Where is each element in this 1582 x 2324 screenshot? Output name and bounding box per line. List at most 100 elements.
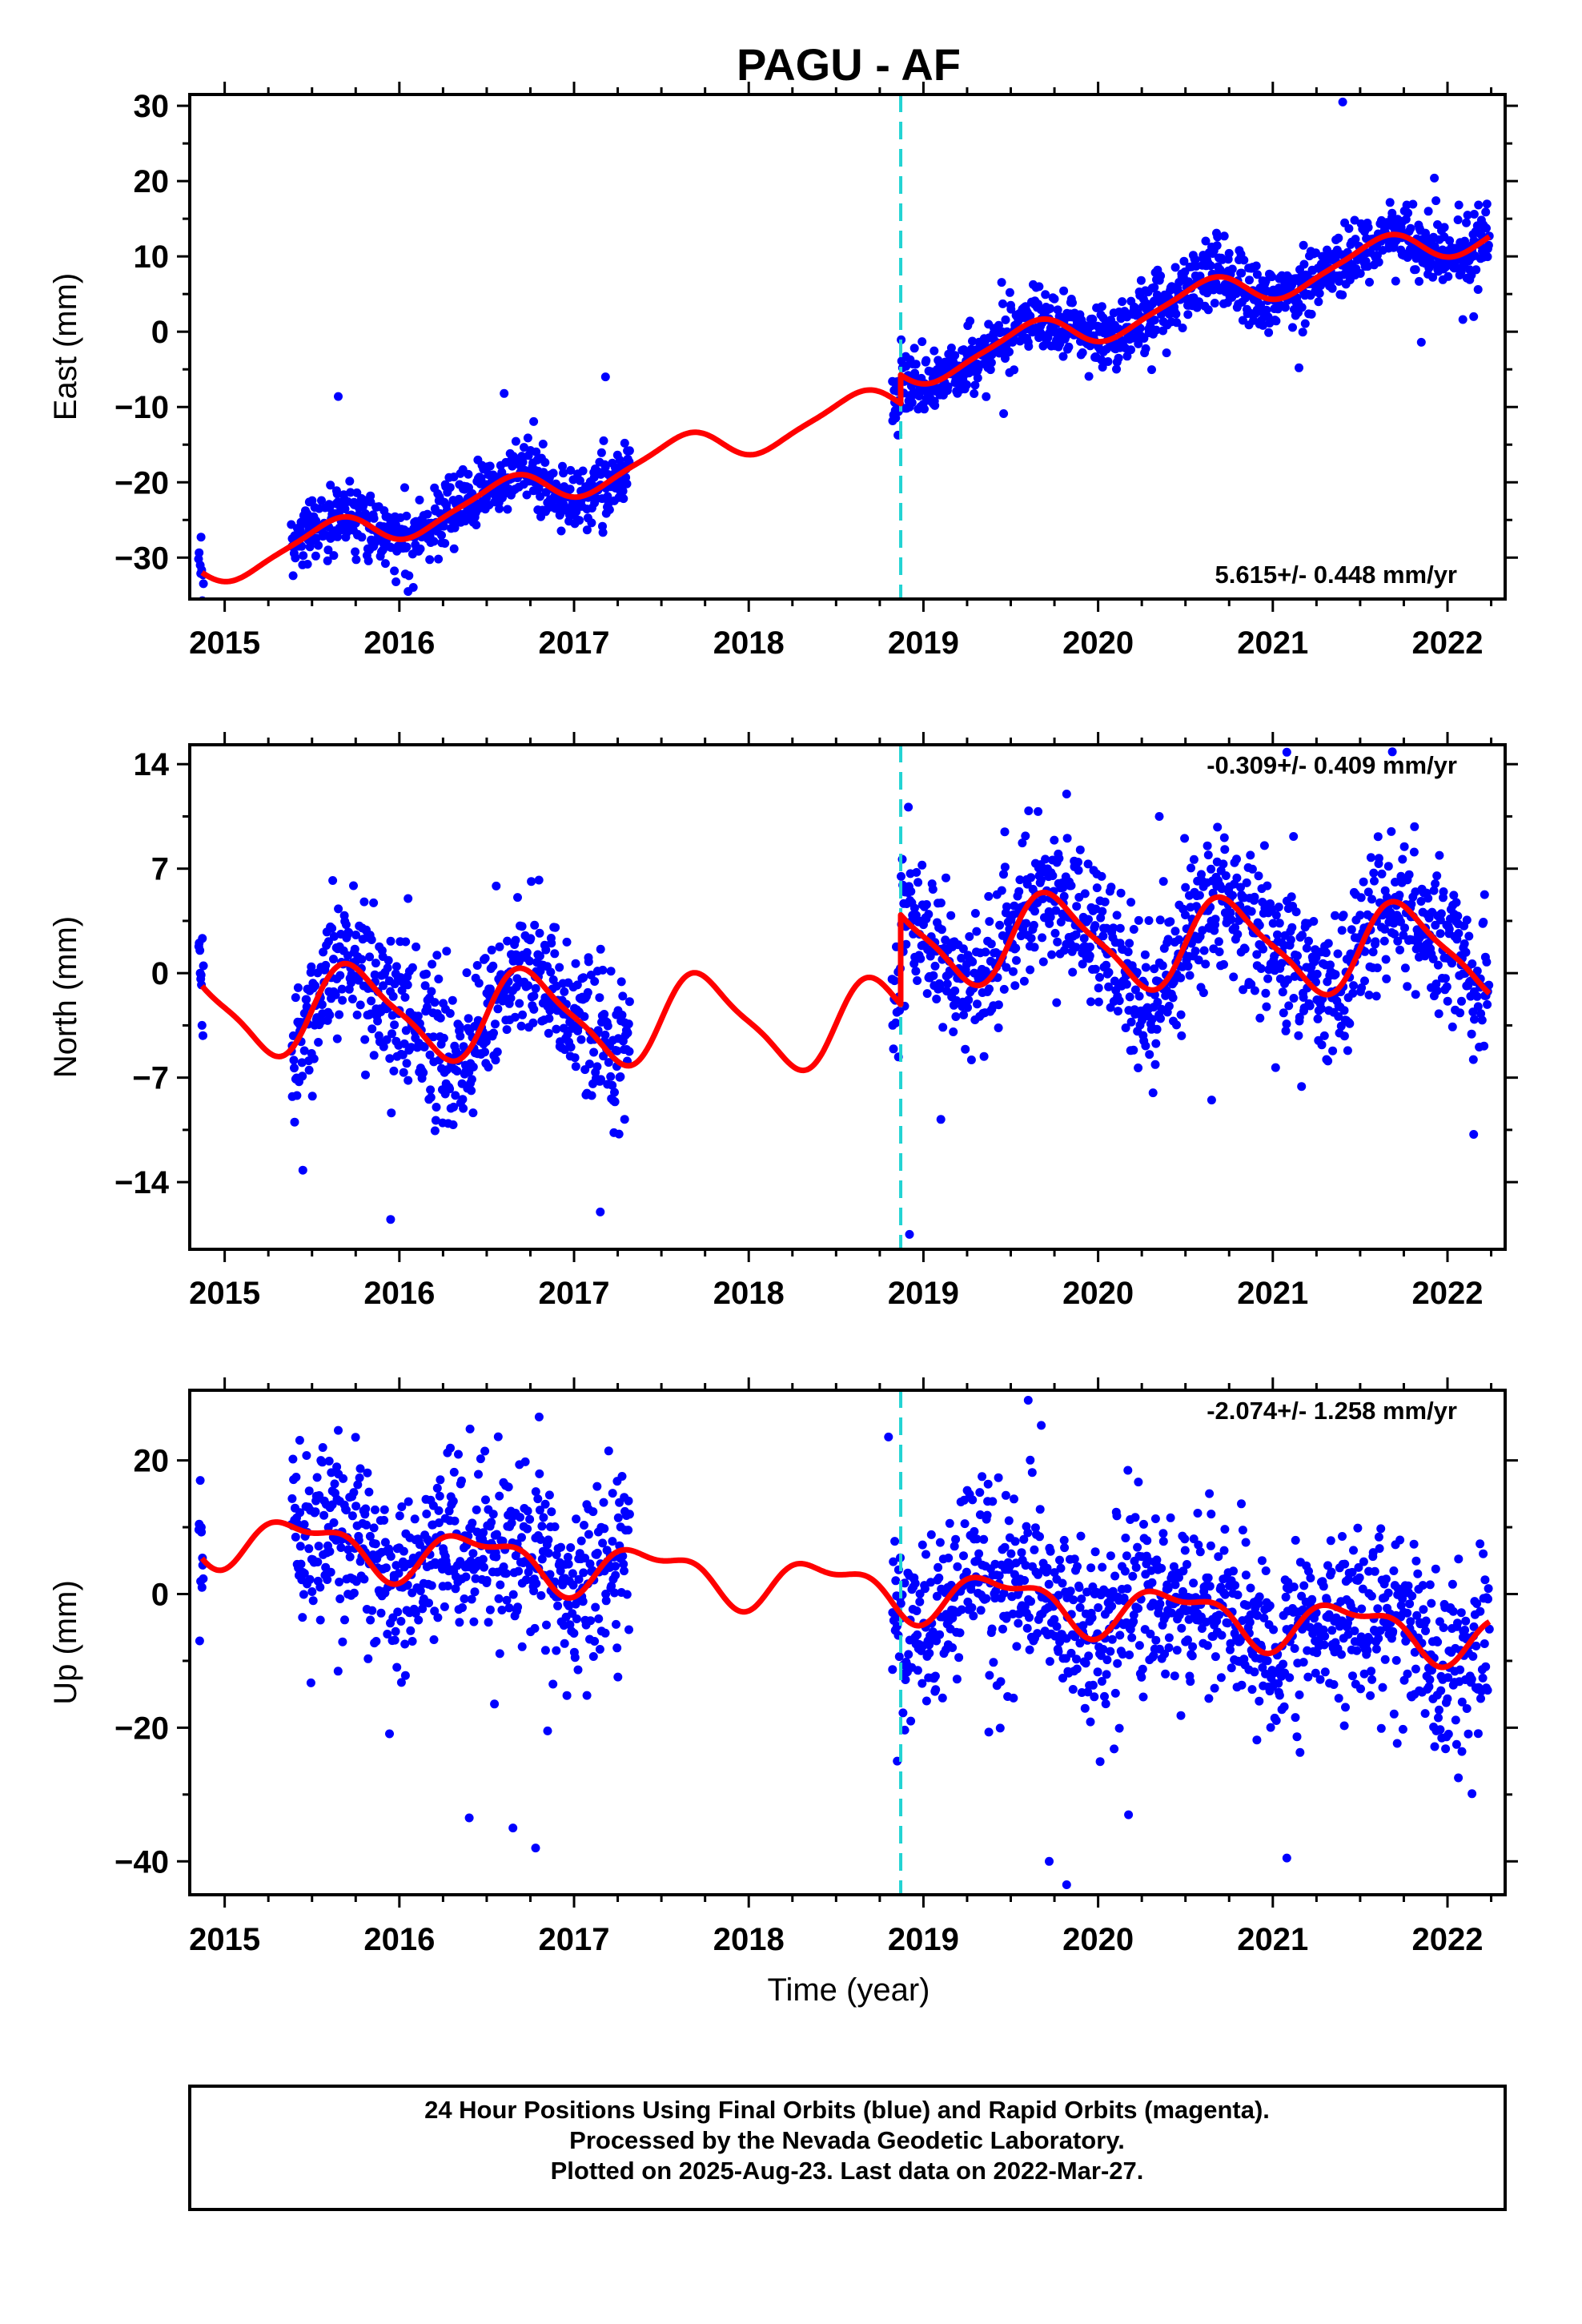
up-data-point <box>288 1454 298 1464</box>
east-data-point <box>1078 348 1087 357</box>
up-data-point <box>1118 1650 1127 1659</box>
east-data-point <box>340 505 350 513</box>
north-data-point <box>614 1129 624 1139</box>
up-data-point <box>1188 1642 1198 1651</box>
east-data-point <box>1351 235 1360 244</box>
north-data-point <box>546 967 556 977</box>
up-data-point <box>287 1494 297 1503</box>
north-data-point <box>1277 959 1287 968</box>
east-data-point <box>1179 256 1189 266</box>
up-data-point <box>1220 1525 1230 1534</box>
up-data-point <box>517 1533 526 1542</box>
up-data-point <box>535 1506 544 1515</box>
east-data-point <box>1460 236 1469 246</box>
north-data-point <box>456 1031 465 1041</box>
north-data-point <box>1274 903 1283 912</box>
up-data-point <box>1020 1576 1030 1585</box>
north-data-point <box>929 971 938 980</box>
up-data-point <box>1128 1571 1138 1581</box>
north-data-point <box>385 1054 395 1063</box>
up-data-point <box>994 1571 1004 1580</box>
up-data-point <box>1131 1562 1141 1572</box>
north-data-point <box>1435 850 1444 860</box>
north-data-point <box>449 1102 459 1112</box>
north-data-point <box>329 955 338 964</box>
up-data-point <box>926 1578 935 1587</box>
north-data-point <box>1380 924 1390 934</box>
up-data-point <box>974 1549 984 1558</box>
north-x-tick-label: 2019 <box>888 1276 959 1311</box>
east-data-point <box>1484 240 1493 250</box>
east-data-point <box>366 491 375 501</box>
north-data-point <box>917 860 927 870</box>
north-data-point <box>382 1035 391 1044</box>
north-data-point <box>442 947 452 956</box>
north-data-point <box>323 937 333 947</box>
north-data-point <box>1168 993 1178 1003</box>
north-data-point <box>1062 834 1072 843</box>
up-data-point <box>474 1470 483 1479</box>
up-data-point <box>990 1594 1000 1603</box>
north-data-point <box>608 1080 617 1090</box>
east-data-point <box>1300 319 1310 328</box>
north-data-point <box>412 942 421 951</box>
up-data-point <box>1320 1631 1330 1641</box>
up-data-point <box>1081 1659 1090 1668</box>
north-data-point <box>400 1039 409 1048</box>
east-data-point <box>1365 277 1374 287</box>
north-data-point <box>921 900 931 909</box>
east-data-point <box>1415 276 1423 286</box>
up-data-point <box>1340 1559 1350 1569</box>
east-data-point <box>1483 252 1492 262</box>
up-data-point <box>1241 1538 1251 1547</box>
north-data-point <box>506 993 516 1003</box>
up-data-point <box>454 1449 463 1459</box>
up-data-point <box>399 1546 408 1556</box>
north-data-point <box>297 1058 307 1068</box>
north-data-point <box>434 975 444 983</box>
up-data-point <box>1295 1747 1305 1757</box>
north-data-point <box>1447 1022 1457 1031</box>
north-data-point <box>1150 1059 1160 1069</box>
north-data-point <box>518 1010 528 1019</box>
up-data-point <box>925 1640 934 1650</box>
north-data-point <box>1254 871 1263 881</box>
north-data-point <box>624 1047 634 1056</box>
north-data-point <box>1194 955 1203 965</box>
up-data-point <box>296 1559 306 1569</box>
up-data-point <box>1134 1604 1143 1613</box>
north-data-point <box>352 1010 362 1019</box>
north-data-point <box>388 991 398 1001</box>
figure-title: PAGU - AF <box>737 39 961 90</box>
up-data-point <box>580 1521 588 1530</box>
up-data-point <box>1110 1744 1119 1754</box>
up-data-point <box>495 1649 504 1659</box>
east-data-point <box>1126 345 1135 355</box>
up-data-point <box>913 1630 922 1639</box>
north-data-point <box>1444 924 1454 934</box>
north-data-point <box>580 1011 589 1021</box>
up-data-point <box>1324 1610 1334 1619</box>
up-data-point <box>529 1586 539 1596</box>
north-data-point <box>299 1046 309 1055</box>
north-data-point <box>321 960 331 970</box>
east-data-point <box>1261 276 1271 286</box>
north-data-point <box>329 931 339 941</box>
up-data-point <box>1266 1723 1275 1732</box>
north-data-point <box>1231 923 1240 932</box>
up-data-point <box>1090 1547 1100 1557</box>
up-data-point <box>1307 1594 1317 1604</box>
up-data-point <box>461 1572 471 1582</box>
east-data-point <box>1183 310 1193 320</box>
north-data-point <box>1449 891 1459 900</box>
east-data-point <box>1363 223 1373 232</box>
up-data-point <box>935 1538 945 1547</box>
up-data-point <box>1151 1635 1161 1645</box>
up-data-point <box>536 1590 546 1600</box>
up-data-point <box>896 1598 905 1608</box>
north-data-point <box>515 999 524 1008</box>
up-data-point <box>1170 1671 1179 1681</box>
east-data-point <box>1213 232 1223 242</box>
north-data-point <box>528 1018 538 1027</box>
east-data-point <box>1374 257 1383 267</box>
